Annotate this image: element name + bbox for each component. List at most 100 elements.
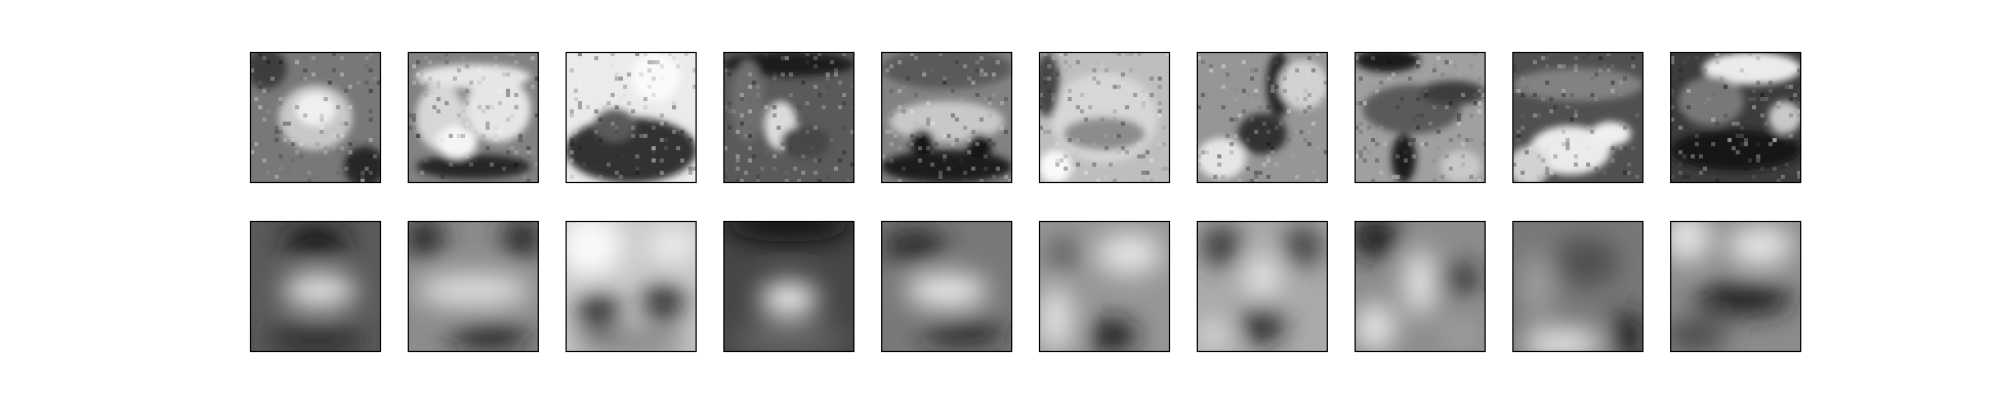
image-pixel: [348, 142, 353, 147]
image-pixel: [340, 56, 345, 61]
image-content: [1196, 52, 1328, 179]
image-pixel: [622, 84, 628, 89]
image-pixel: [444, 52, 449, 57]
image-pixel: [825, 76, 830, 81]
image-pixel: [1387, 76, 1392, 81]
image-pixel: [1112, 109, 1117, 114]
image-pixel: [1569, 105, 1574, 110]
image-pixel: [1120, 72, 1125, 77]
image-pixel: [801, 154, 806, 159]
image-pixel: [299, 154, 304, 159]
input-image: [723, 52, 855, 183]
image-pixel: [368, 68, 373, 73]
image-pixel: [1594, 166, 1599, 171]
image-pixel: [1241, 105, 1246, 110]
image-pixel: [352, 137, 357, 143]
image-pixel: [1043, 52, 1048, 57]
image-pixel: [1586, 97, 1591, 102]
image-pixel: [1512, 64, 1517, 69]
image-pixel: [975, 68, 980, 73]
image-pixel: [1116, 150, 1121, 155]
image-pixel: [1618, 121, 1623, 126]
image-pixel: [1149, 178, 1154, 183]
image-pixel: [1723, 84, 1728, 89]
image-pixel: [1635, 174, 1640, 179]
image-blob: [1520, 253, 1554, 320]
image-pixel: [971, 129, 976, 134]
image-pixel: [1590, 76, 1595, 81]
image-pixel: [1079, 92, 1085, 98]
image-pixel: [1282, 72, 1287, 77]
image-pixel: [1407, 76, 1412, 81]
image-blob: [250, 52, 287, 89]
image-pixel: [1739, 133, 1744, 138]
image-pixel: [1407, 137, 1412, 143]
image-pixel: [1698, 154, 1703, 159]
image-pixel: [1739, 125, 1744, 130]
image-pixel: [1512, 88, 1517, 93]
image-pixel: [1100, 64, 1105, 69]
image-pixel: [1358, 129, 1363, 134]
image-blob: [643, 282, 685, 324]
image-pixel: [663, 137, 668, 143]
image-pixel: [889, 158, 894, 163]
image-pixel: [1395, 154, 1400, 159]
image-pixel: [1545, 170, 1550, 175]
image-pixel: [1549, 170, 1554, 175]
image-pixel: [1598, 174, 1603, 179]
image-pixel: [286, 170, 291, 175]
image-pixel: [1788, 113, 1794, 118]
image-content: [1512, 68, 1644, 183]
image-pixel: [1577, 80, 1582, 85]
image-frame: [407, 51, 539, 184]
image-pixel: [1270, 84, 1275, 89]
image-pixel: [1444, 105, 1449, 110]
image-pixel: [1448, 60, 1453, 65]
image-pixel: [1610, 158, 1615, 163]
image-pixel: [485, 125, 490, 130]
image-pixel: [631, 117, 636, 122]
image-pixel: [1694, 133, 1699, 138]
image-blob: [1670, 129, 1802, 171]
image-content: [407, 221, 539, 348]
image-pixel: [1092, 142, 1097, 147]
image-pixel: [299, 142, 304, 147]
image-pixel: [501, 72, 507, 77]
image-pixel: [1217, 178, 1222, 183]
image-pixel: [1395, 105, 1400, 110]
image-pixel: [647, 84, 652, 89]
image-pixel: [1416, 125, 1421, 130]
image-content: [565, 221, 697, 352]
image-blob: [594, 109, 636, 143]
image-pixel: [1610, 64, 1615, 69]
image-blob: [631, 52, 681, 102]
image-pixel: [975, 92, 980, 98]
image-content: [565, 52, 697, 183]
reconstructed-image: [565, 221, 697, 352]
image-pixel: [1379, 80, 1384, 85]
image-pixel: [340, 133, 345, 138]
image-pixel: [958, 97, 964, 102]
image-pixel: [485, 105, 490, 110]
image-pixel: [1266, 158, 1271, 163]
image-pixel: [1678, 170, 1683, 175]
image-pixel: [1258, 170, 1263, 175]
image-pixel: [262, 56, 267, 61]
image-pixel: [631, 133, 636, 138]
image-pixel: [315, 142, 320, 147]
image-pixel: [913, 92, 919, 98]
image-pixel: [1319, 97, 1324, 102]
image-pixel: [1776, 101, 1781, 106]
image-pixel: [506, 117, 511, 122]
image-pixel: [1075, 60, 1080, 65]
image-pixel: [258, 52, 263, 57]
image-pixel: [590, 52, 595, 57]
image-pixel: [295, 150, 300, 155]
image-pixel: [983, 72, 988, 77]
image-pixel: [1282, 88, 1287, 93]
image-pixel: [1254, 170, 1259, 175]
image-pixel: [747, 109, 753, 114]
image-pixel: [946, 88, 951, 93]
image-pixel: [1196, 154, 1201, 159]
image-pixel: [1067, 97, 1072, 102]
